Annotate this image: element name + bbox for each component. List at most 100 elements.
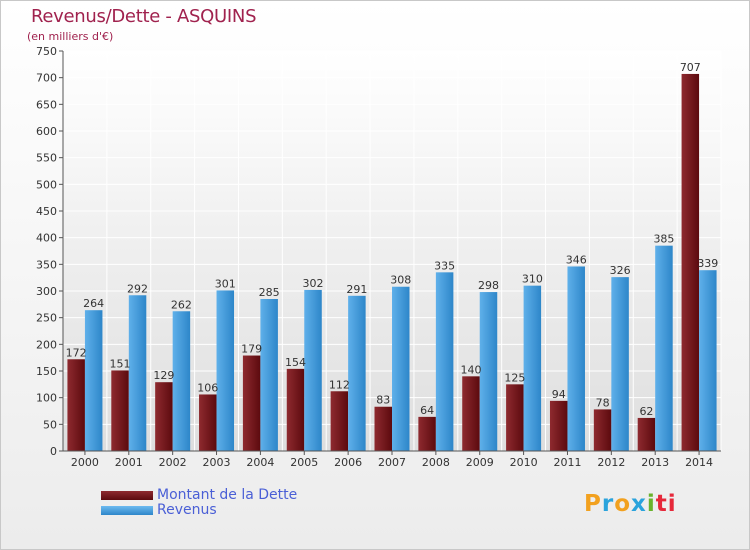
data-label-revenus: 385 [653, 233, 674, 246]
bar-dette [242, 355, 261, 451]
legend-item-revenus: Revenus [101, 502, 217, 518]
logo-letter: i [646, 491, 656, 517]
y-tick-label: 200 [36, 338, 57, 351]
bar-dette [593, 409, 612, 451]
x-tick-label: 2014 [685, 456, 713, 469]
data-label-revenus: 335 [434, 259, 455, 272]
bar-dette [155, 382, 173, 451]
x-tick-label: 2012 [597, 456, 625, 469]
x-tick-label: 2005 [290, 456, 318, 469]
data-label-dette: 106 [197, 381, 218, 394]
legend-label-dette: Montant de la Dette [157, 487, 298, 503]
y-tick-label: 100 [36, 392, 57, 405]
logo-letter: t [655, 491, 668, 517]
data-label-dette: 94 [552, 388, 566, 401]
data-label-dette: 179 [241, 343, 262, 356]
bar-dette [549, 400, 568, 451]
data-label-dette: 62 [639, 405, 653, 418]
y-tick-label: 700 [36, 72, 57, 85]
x-tick-label: 2008 [422, 456, 450, 469]
data-label-revenus: 264 [83, 297, 104, 310]
bar-revenus [84, 310, 103, 451]
data-label-dette: 64 [420, 404, 434, 417]
data-label-dette: 83 [376, 394, 390, 407]
bar-dette [506, 384, 524, 451]
y-tick-label: 600 [36, 125, 57, 138]
bar-dette [199, 394, 217, 451]
x-tick-label: 2001 [115, 456, 143, 469]
y-tick-label: 300 [36, 285, 57, 298]
bar-revenus [348, 295, 366, 451]
bar-dette [330, 391, 349, 451]
bar-dette [637, 417, 656, 451]
data-label-revenus: 285 [259, 286, 280, 299]
bar-revenus [567, 266, 585, 451]
data-label-dette: 140 [460, 363, 481, 376]
bar-revenus [216, 290, 235, 451]
bar-revenus [435, 272, 454, 451]
legend-swatch-revenus [101, 505, 153, 515]
x-tick-label: 2000 [71, 456, 99, 469]
y-tick-label: 750 [36, 45, 57, 58]
y-tick-label: 550 [36, 152, 57, 165]
logo-letter: r [601, 491, 615, 517]
bar-dette [681, 73, 700, 451]
bar-revenus [172, 311, 191, 451]
data-label-revenus: 262 [171, 298, 192, 311]
data-label-revenus: 310 [522, 273, 543, 286]
legend-item-dette: Montant de la Dette [101, 487, 297, 503]
x-tick-label: 2011 [553, 456, 581, 469]
bar-revenus [523, 285, 542, 451]
y-tick-label: 500 [36, 178, 57, 191]
y-tick-label: 650 [36, 98, 57, 111]
data-label-dette: 151 [110, 357, 131, 370]
bar-revenus [260, 299, 278, 451]
x-tick-label: 2004 [246, 456, 274, 469]
bar-dette [286, 368, 305, 451]
data-label-revenus: 301 [215, 277, 236, 290]
bar-dette [418, 416, 436, 451]
data-label-revenus: 291 [346, 283, 367, 296]
chart-subtitle: (en milliers d'€) [27, 30, 114, 43]
bar-revenus [655, 245, 673, 451]
bar-revenus [128, 295, 147, 451]
y-tick-label: 450 [36, 205, 57, 218]
bar-dette [462, 376, 480, 451]
x-tick-label: 2013 [641, 456, 669, 469]
x-tick-label: 2007 [378, 456, 406, 469]
data-label-dette: 112 [329, 378, 350, 391]
logo-letter: x [631, 491, 647, 517]
proxiti-logo: Proxiti [584, 491, 677, 517]
data-label-revenus: 302 [303, 277, 324, 290]
y-tick-label: 0 [50, 445, 57, 458]
data-label-revenus: 308 [390, 274, 411, 287]
data-label-revenus: 298 [478, 279, 499, 292]
bar-revenus [392, 286, 410, 451]
data-label-revenus: 346 [566, 253, 587, 266]
y-tick-label: 350 [36, 258, 57, 271]
bar-dette [111, 370, 129, 451]
x-tick-label: 2010 [510, 456, 538, 469]
legend-label-revenus: Revenus [157, 502, 217, 518]
data-label-dette: 172 [66, 346, 87, 359]
bar-revenus [611, 277, 629, 451]
x-tick-label: 2003 [203, 456, 231, 469]
y-tick-label: 400 [36, 232, 57, 245]
data-label-dette: 129 [153, 369, 174, 382]
data-label-revenus: 292 [127, 282, 148, 295]
logo-letter: i [667, 491, 677, 517]
bar-dette [67, 359, 85, 451]
chart-title: Revenus/Dette - ASQUINS [31, 6, 257, 27]
bar-dette [374, 406, 392, 451]
x-tick-label: 2002 [159, 456, 187, 469]
bar-revenus [304, 289, 322, 451]
y-tick-label: 250 [36, 312, 57, 325]
x-tick-label: 2006 [334, 456, 362, 469]
y-tick-label: 150 [36, 365, 57, 378]
data-label-revenus: 339 [697, 257, 718, 270]
y-tick-label: 50 [43, 418, 57, 431]
logo-letter: o [614, 491, 632, 517]
x-tick-label: 2009 [466, 456, 494, 469]
